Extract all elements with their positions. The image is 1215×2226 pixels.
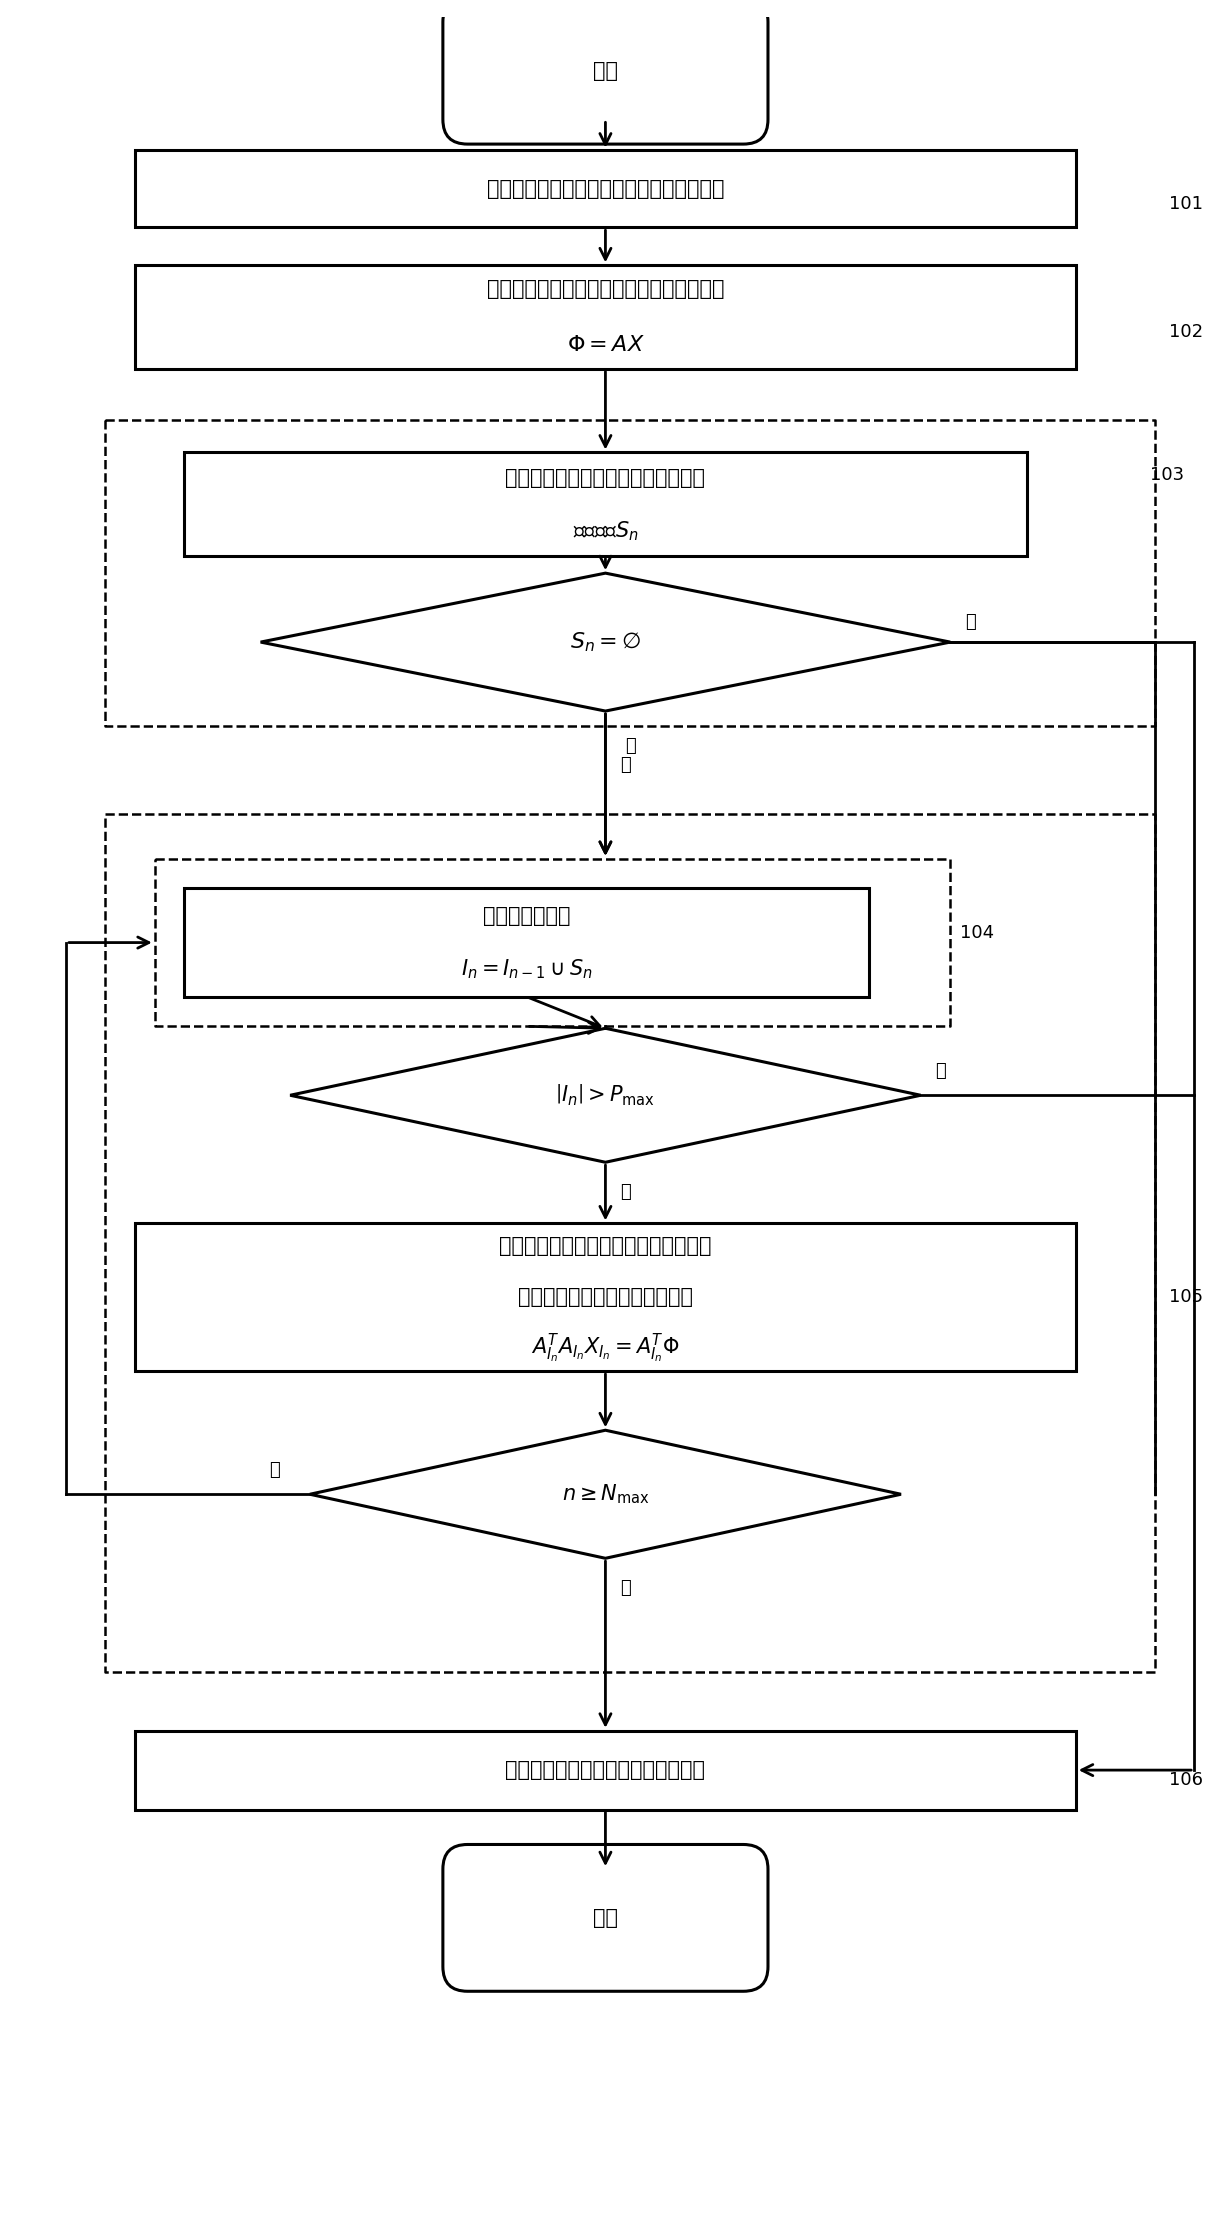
- Text: 103: 103: [1149, 465, 1183, 483]
- Text: $I_n = I_{n-1} \cup S_n$: $I_n = I_{n-1} \cup S_n$: [460, 957, 593, 982]
- Text: $\left|I_n\right| > P_{\rm max}$: $\left|I_n\right| > P_{\rm max}$: [555, 1084, 655, 1106]
- Text: 生成新的支撑集: 生成新的支撑集: [482, 906, 570, 926]
- Text: 是: 是: [620, 1578, 631, 1596]
- Text: 104: 104: [960, 924, 994, 942]
- Text: $\Phi = AX$: $\Phi = AX$: [566, 334, 644, 354]
- Text: 105: 105: [1169, 1289, 1204, 1307]
- Text: 否: 否: [620, 757, 631, 775]
- Text: 线性关系，并计算其最小二乘解: 线性关系，并计算其最小二乘解: [518, 1287, 693, 1307]
- Text: 否: 否: [270, 1460, 281, 1478]
- Text: 是: 是: [965, 614, 976, 632]
- Bar: [135, 265, 1075, 370]
- Text: 101: 101: [1169, 194, 1203, 214]
- Text: 建立未知光源与表面测量数据间的线性关系: 建立未知光源与表面测量数据间的线性关系: [487, 280, 724, 301]
- Polygon shape: [290, 1028, 921, 1162]
- Text: 102: 102: [1169, 323, 1204, 341]
- Text: 利用有限元将扩散方程离散化为线性方程组: 利用有限元将扩散方程离散化为线性方程组: [487, 178, 724, 198]
- Bar: [185, 452, 1027, 556]
- Bar: [135, 1730, 1075, 1810]
- Text: 元素集合$S_n$: 元素集合$S_n$: [572, 519, 638, 543]
- Text: 通过计算余量相关度向量得到最相关: 通过计算余量相关度向量得到最相关: [505, 467, 706, 487]
- FancyBboxPatch shape: [443, 0, 768, 145]
- Text: 开始: 开始: [593, 60, 618, 80]
- Polygon shape: [310, 1431, 902, 1558]
- Bar: [185, 888, 869, 997]
- Text: $A_{I_n}^T A_{I_n} X_{I_n} = A_{I_n}^T \Phi$: $A_{I_n}^T A_{I_n} X_{I_n} = A_{I_n}^T \…: [531, 1331, 679, 1365]
- Text: 是: 是: [936, 1062, 946, 1080]
- Text: 将重建结果中的负元素替换为零元素: 将重建结果中的负元素替换为零元素: [505, 1761, 706, 1781]
- Bar: [135, 1224, 1075, 1371]
- Text: $n \geq N_{\rm max}$: $n \geq N_{\rm max}$: [561, 1483, 649, 1507]
- Text: 否: 否: [626, 737, 635, 755]
- Text: 结束: 结束: [593, 1908, 618, 1928]
- Bar: [135, 151, 1075, 227]
- Text: 建立表面测量数据与可允许元素之间的: 建立表面测量数据与可允许元素之间的: [499, 1235, 712, 1255]
- Text: 否: 否: [620, 1182, 631, 1200]
- Polygon shape: [261, 572, 950, 710]
- Text: $S_n = \varnothing$: $S_n = \varnothing$: [570, 630, 642, 654]
- FancyBboxPatch shape: [443, 1845, 768, 1992]
- Text: 106: 106: [1169, 1772, 1203, 1790]
